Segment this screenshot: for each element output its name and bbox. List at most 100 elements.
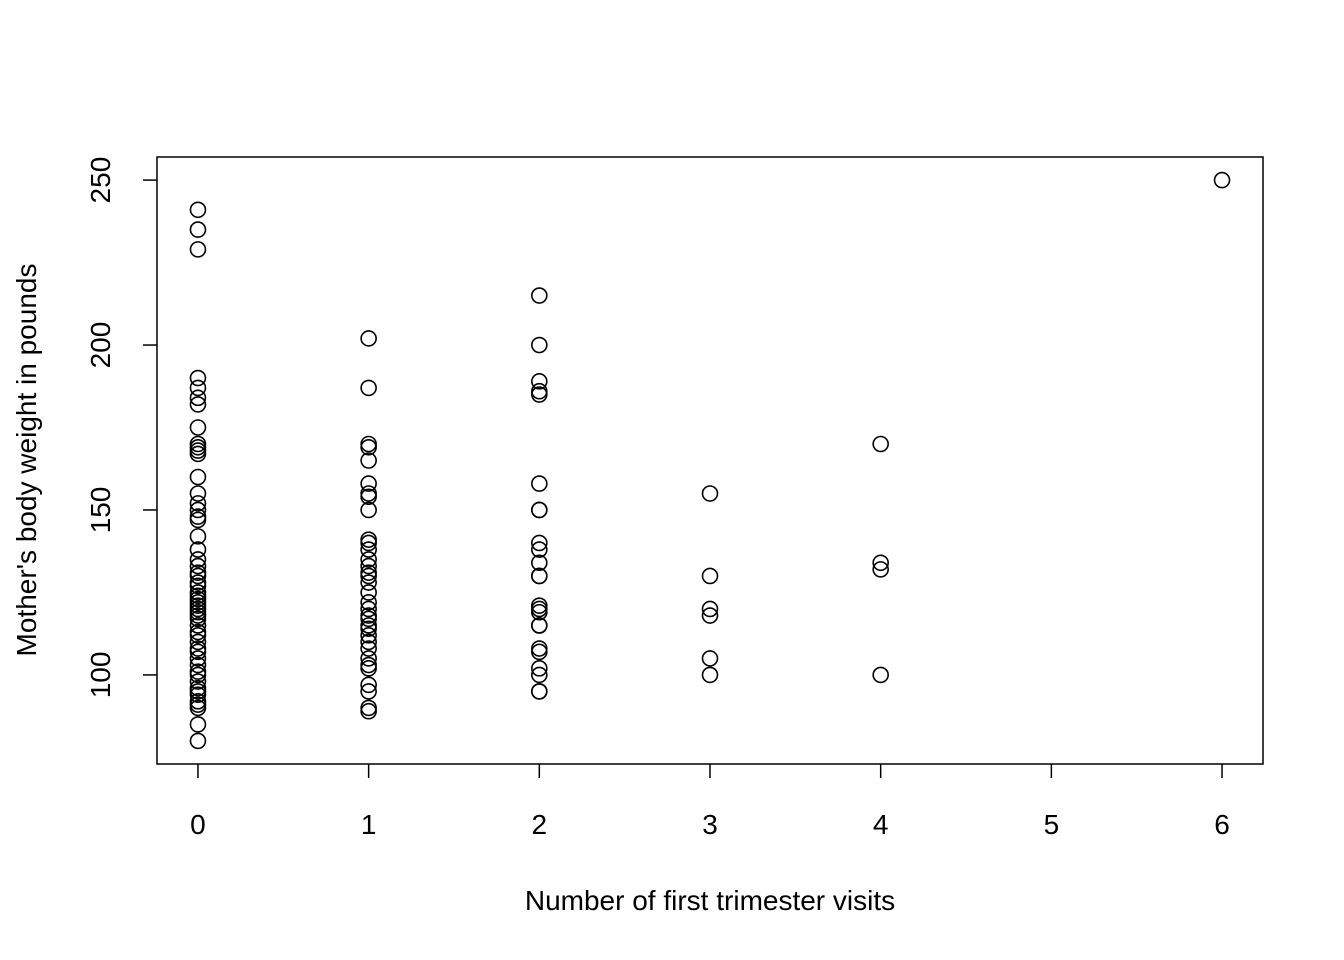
point: [189, 633, 207, 651]
point: [360, 567, 377, 585]
point: [189, 485, 207, 502]
point: [189, 501, 207, 519]
point: [531, 373, 548, 390]
point: [360, 541, 377, 558]
point: [189, 221, 207, 238]
point: [189, 617, 207, 634]
point: [189, 567, 207, 585]
point: [189, 241, 207, 258]
point: [872, 561, 889, 578]
point: [531, 666, 548, 684]
point: [531, 382, 548, 400]
point: [701, 607, 719, 624]
point: [360, 594, 377, 611]
point: [189, 666, 207, 684]
x-tick-label: 1: [361, 809, 377, 840]
point: [360, 501, 377, 519]
x-tick-label: 2: [532, 809, 548, 840]
point: [189, 673, 207, 690]
point: [360, 435, 377, 453]
point: [189, 627, 207, 644]
point: [189, 716, 207, 733]
point: [360, 475, 377, 492]
point: [360, 534, 377, 552]
point: [531, 643, 548, 661]
point: [872, 554, 889, 572]
point: [360, 633, 377, 651]
point: [701, 485, 719, 502]
point: [189, 389, 207, 407]
point: [360, 702, 377, 720]
point: [531, 640, 548, 657]
x-axis-label: Number of first trimester visits: [525, 885, 895, 916]
point: [531, 683, 548, 700]
point: [189, 699, 207, 717]
point: [872, 435, 889, 453]
x-tick-label: 3: [702, 809, 718, 840]
point: [531, 386, 548, 403]
point: [531, 534, 548, 552]
point: [531, 603, 548, 621]
point: [360, 330, 377, 347]
point: [189, 610, 207, 628]
point: [189, 445, 207, 463]
point: [189, 732, 207, 750]
point: [189, 495, 207, 512]
x-tick-label: 5: [1044, 809, 1060, 840]
point: [360, 600, 377, 618]
point: [701, 567, 719, 585]
point: [189, 541, 207, 558]
point: [360, 699, 377, 717]
point: [189, 577, 207, 595]
point: [360, 584, 377, 601]
point: [701, 650, 719, 667]
point: [189, 468, 207, 486]
point: [360, 551, 377, 568]
point: [189, 528, 207, 545]
y-tick-label: 150: [85, 487, 116, 534]
point: [531, 336, 548, 354]
point: [531, 475, 548, 492]
x-tick-label: 6: [1214, 809, 1230, 840]
point: [189, 686, 207, 704]
point: [531, 554, 548, 572]
point: [360, 627, 377, 644]
point: [189, 551, 207, 568]
point: [360, 650, 377, 667]
point: [1213, 171, 1231, 189]
y-axis-label: Mother's body weight in pounds: [11, 264, 42, 657]
point: [531, 541, 548, 558]
point: [531, 567, 548, 585]
point: [701, 666, 719, 684]
point: [360, 656, 377, 674]
point: [360, 452, 377, 469]
point: [189, 511, 207, 529]
point: [189, 650, 207, 667]
x-tick-label: 4: [873, 809, 889, 840]
y-tick-label: 200: [85, 322, 116, 369]
point: [189, 379, 207, 397]
point: [360, 683, 377, 700]
point: [189, 442, 207, 459]
point: [189, 419, 207, 436]
point: [531, 617, 548, 634]
point: [360, 485, 377, 502]
point: [872, 666, 889, 684]
point: [531, 287, 548, 304]
plot-frame: [156, 156, 1264, 765]
point: [531, 501, 548, 519]
point: [701, 600, 719, 618]
point: [189, 396, 207, 413]
point: [360, 610, 377, 628]
point: [360, 640, 377, 657]
point: [360, 574, 377, 591]
point: [360, 557, 377, 575]
point: [531, 600, 548, 618]
point: [360, 620, 377, 638]
x-tick-label: 0: [190, 809, 206, 840]
point: [189, 557, 207, 575]
point: [360, 439, 377, 456]
point: [189, 656, 207, 674]
point: [360, 379, 377, 397]
